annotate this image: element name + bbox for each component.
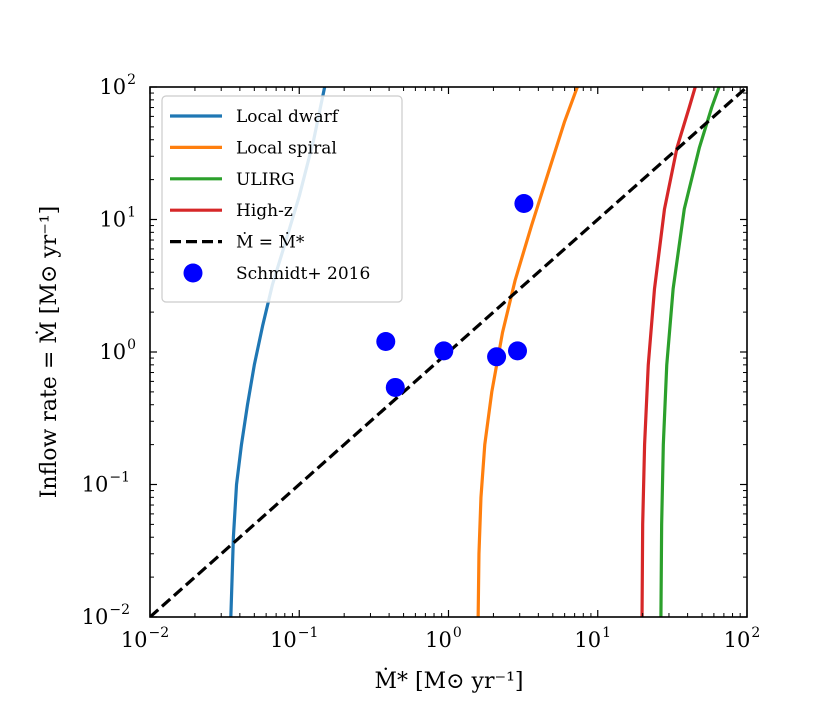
series-line-local-spiral xyxy=(476,87,579,617)
x-tick-label: 10−1 xyxy=(270,625,318,652)
x-tick-label: 100 xyxy=(425,625,462,652)
series-line-high-z xyxy=(640,87,697,617)
ticks-layer: 10−2 10−1 100 101 102 10−2 10−1 100 101 102 xyxy=(82,72,761,652)
legend-label: Local spiral xyxy=(236,138,337,158)
x-tick-label: 101 xyxy=(574,625,611,652)
y-tick-label: 100 xyxy=(99,337,136,364)
legend-label: Schmidt+ 2016 xyxy=(236,264,370,284)
y-axis-label: Inflow rate = Ṁ [M⊙ yr⁻¹] xyxy=(35,206,62,499)
series-line-identity xyxy=(150,87,747,617)
scatter-point xyxy=(385,377,405,397)
scatter-layer xyxy=(376,194,534,397)
scatter-point xyxy=(514,194,534,214)
legend-label: Ṁ = Ṁ* xyxy=(236,232,305,253)
y-tick-label: 10−2 xyxy=(82,602,130,629)
series-line-ulirg xyxy=(659,87,721,617)
legend-label: High-z xyxy=(236,201,293,221)
x-tick-label: 10−2 xyxy=(121,625,169,652)
x-tick-label: 102 xyxy=(724,625,761,652)
scatter-point xyxy=(487,347,507,367)
legend: Local dwarf Local spiral ULIRG High-z Ṁ = Ṁ*… xyxy=(161,95,403,303)
scatter-point xyxy=(376,332,396,352)
y-tick-label: 101 xyxy=(99,205,136,232)
y-tick-label: 10−1 xyxy=(82,470,130,497)
scatter-point xyxy=(508,341,528,361)
legend-label: Local dwarf xyxy=(236,107,340,127)
y-tick-label: 102 xyxy=(99,72,136,99)
x-axis-label: Ṁ* [M⊙ yr⁻¹] xyxy=(374,667,523,694)
legend-marker-dot xyxy=(183,263,203,283)
scatter-point xyxy=(434,341,454,361)
legend-label: ULIRG xyxy=(236,170,295,190)
